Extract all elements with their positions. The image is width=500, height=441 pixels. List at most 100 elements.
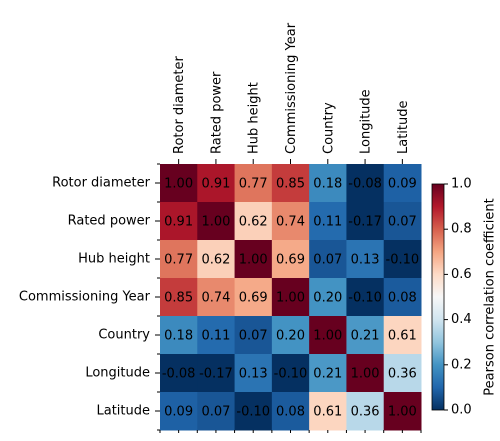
cell-label: 0.91: [164, 215, 193, 230]
cell-label: 0.85: [276, 177, 305, 192]
heatmap-cell: [160, 202, 198, 241]
cell-label: 0.74: [276, 215, 305, 230]
heatmap-cell: [271, 392, 310, 431]
heatmap-cell: [160, 278, 198, 317]
column-label: Latitude: [396, 100, 411, 154]
heatmap-cell: [309, 164, 347, 203]
column-label: Longitude: [359, 89, 374, 154]
cell-label: 0.18: [313, 177, 342, 192]
cell-label: 1.00: [164, 177, 193, 192]
heatmap-cell: [346, 392, 385, 431]
cell-label: 1.00: [313, 329, 342, 344]
cell-label: 0.07: [239, 329, 268, 344]
heatmap-cell: [309, 354, 347, 393]
cell-label: 0.21: [351, 329, 380, 344]
column-label: Country: [321, 102, 336, 154]
cell-label: 0.74: [201, 291, 230, 306]
cell-label: 0.13: [239, 367, 268, 382]
heatmap-cell: [160, 164, 198, 203]
cell-label: 0.62: [201, 253, 230, 268]
heatmap-cell: [234, 202, 273, 241]
row-label: Hub height: [78, 252, 150, 267]
heatmap-cell: [309, 316, 347, 355]
cell-label: 0.13: [351, 253, 380, 268]
cell-label: 0.08: [388, 291, 417, 306]
cell-label: 0.11: [313, 215, 342, 230]
cell-label: -0.10: [386, 253, 420, 268]
cell-label: 0.77: [164, 253, 193, 268]
cell-label: 0.11: [201, 329, 230, 344]
heatmap-cell: [234, 278, 273, 317]
heatmap-cell: [346, 354, 385, 393]
cell-label: 0.20: [276, 329, 305, 344]
cell-label: 0.08: [276, 405, 305, 420]
cell-label: 0.61: [313, 405, 342, 420]
heatmap-cell: [383, 240, 422, 279]
heatmap-cell: [271, 278, 310, 317]
heatmap-cell: [309, 278, 347, 317]
heatmap-cell: [234, 316, 273, 355]
heatmap-cell: [383, 278, 422, 317]
heatmap-cell: [197, 354, 236, 393]
colorbar-tick-label: 0.4: [451, 312, 472, 327]
heatmap-cell: [346, 202, 385, 241]
cell-label: -0.17: [348, 215, 382, 230]
heatmap-cell: [383, 316, 422, 355]
cell-label: 0.21: [313, 367, 342, 382]
cell-label: 0.62: [239, 215, 268, 230]
cell-label: 1.00: [388, 405, 417, 420]
heatmap-cell: [197, 278, 236, 317]
cell-label: 0.61: [388, 329, 417, 344]
cell-label: 0.36: [388, 367, 417, 382]
column-label: Hub height: [247, 82, 262, 154]
cell-label: -0.08: [348, 177, 382, 192]
colorbar-tick-label: 0.2: [451, 357, 472, 372]
cell-label: 0.07: [313, 253, 342, 268]
cell-label: 0.69: [276, 253, 305, 268]
colorbar-tick-label: 1.0: [451, 177, 472, 192]
heatmap-cell: [160, 354, 198, 393]
heatmap-cell: [197, 202, 236, 241]
cell-label: 0.07: [388, 215, 417, 230]
colorbar-label: Pearson correlation coefficient: [483, 198, 498, 395]
heatmap-cell: [197, 392, 236, 431]
heatmap-cell: [309, 240, 347, 279]
cell-label: 0.85: [164, 291, 193, 306]
heatmap-cell: [383, 164, 422, 203]
column-label: Rated power: [209, 71, 224, 154]
heatmap-cell: [271, 354, 310, 393]
heatmap-cell: [346, 164, 385, 203]
row-label: Rated power: [68, 214, 151, 229]
heatmap-cell: [197, 240, 236, 279]
heatmap-cell: [346, 278, 385, 317]
heatmap-cell: [160, 240, 198, 279]
cell-label: 0.69: [239, 291, 268, 306]
heatmap-cell: [383, 392, 422, 431]
cell-label: 0.20: [313, 291, 342, 306]
heatmap-cell: [271, 240, 310, 279]
column-label: Rotor diameter: [172, 55, 187, 154]
cell-label: 0.36: [351, 405, 380, 420]
row-label: Country: [98, 328, 150, 343]
heatmap-cell: [271, 202, 310, 241]
row-label: Rotor diameter: [52, 176, 151, 191]
cell-label: 0.18: [164, 329, 193, 344]
cell-label: 1.00: [276, 291, 305, 306]
heatmap-cell: [234, 164, 273, 203]
cell-label: 1.00: [351, 367, 380, 382]
cell-label: -0.10: [236, 405, 270, 420]
heatmap-cell: [234, 240, 273, 279]
heatmap-cell: [309, 202, 347, 241]
heatmap-cell: [383, 202, 422, 241]
heatmap-cell: [271, 164, 310, 203]
heatmap-cell: [309, 392, 347, 431]
cell-label: 0.91: [201, 177, 230, 192]
colorbar: [431, 183, 445, 411]
cell-label: -0.17: [199, 367, 233, 382]
cell-label: -0.08: [162, 367, 196, 382]
cell-label: 0.07: [201, 405, 230, 420]
colorbar-tick-label: 0.6: [451, 267, 472, 282]
row-label: Commissioning Year: [19, 290, 151, 305]
heatmap-cell: [234, 354, 273, 393]
